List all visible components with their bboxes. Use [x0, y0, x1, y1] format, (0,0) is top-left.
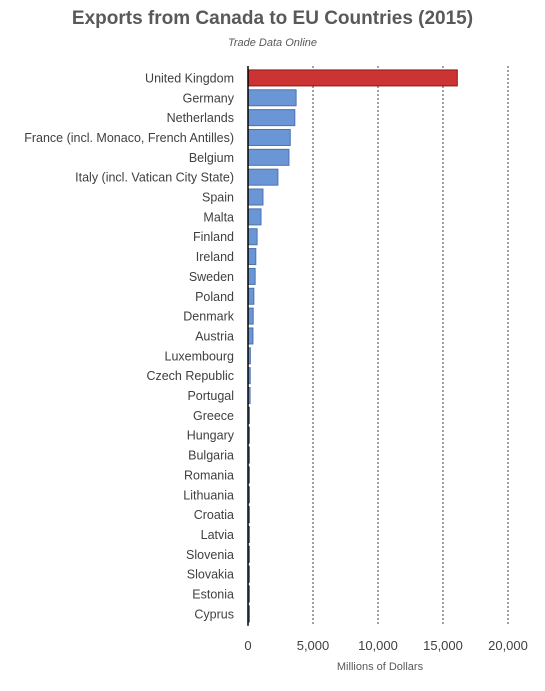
chart-title: Exports from Canada to EU Countries (201… — [71, 8, 474, 29]
bar-12 — [247, 307, 254, 325]
category-label-1: Germany — [183, 91, 235, 105]
category-label-21: Lithuania — [183, 488, 234, 502]
category-label-26: Estonia — [192, 588, 234, 602]
category-label-13: Austria — [195, 329, 234, 343]
bar-7 — [247, 208, 262, 226]
chart-subtitle: Trade Data Online — [227, 37, 318, 49]
category-label-17: Greece — [193, 409, 234, 423]
category-label-20: Romania — [184, 468, 234, 482]
bar-8 — [247, 228, 258, 246]
category-label-12: Denmark — [183, 310, 234, 324]
x-tick-label-4: 20,000 — [488, 638, 528, 653]
x-tick-label-2: 10,000 — [358, 638, 398, 653]
bar-5 — [247, 168, 279, 186]
category-label-10: Sweden — [189, 270, 234, 284]
category-label-23: Latvia — [201, 528, 234, 542]
bar-2 — [247, 109, 296, 127]
category-label-2: Netherlands — [167, 111, 234, 125]
category-label-0: United Kingdom — [145, 71, 234, 85]
bar-0 — [247, 69, 458, 87]
category-label-15: Czech Republic — [146, 369, 234, 383]
bar-11 — [247, 287, 255, 305]
category-label-11: Poland — [195, 290, 234, 304]
category-label-22: Croatia — [194, 508, 234, 522]
category-label-16: Portugal — [187, 389, 234, 403]
x-tick-label-1: 5,000 — [297, 638, 330, 653]
category-label-24: Slovenia — [186, 548, 234, 562]
x-tick-label-0: 0 — [244, 638, 251, 653]
bar-9 — [247, 248, 257, 266]
category-label-19: Bulgaria — [188, 449, 234, 463]
bar-10 — [247, 267, 256, 285]
bar-1 — [247, 89, 297, 107]
category-label-14: Luxembourg — [165, 349, 235, 363]
bar-3 — [247, 128, 291, 146]
x-tick-label-3: 15,000 — [423, 638, 463, 653]
category-label-25: Slovakia — [187, 568, 234, 582]
category-label-9: Ireland — [196, 250, 234, 264]
category-label-3: France (incl. Monaco, French Antilles) — [24, 131, 234, 145]
bar-4 — [247, 148, 290, 166]
category-label-8: Finland — [193, 230, 234, 244]
category-label-7: Malta — [203, 210, 234, 224]
x-axis-label: Millions of Dollars — [337, 661, 424, 673]
bar-6 — [247, 188, 264, 206]
category-label-4: Belgium — [189, 151, 234, 165]
category-label-18: Hungary — [187, 429, 235, 443]
category-label-6: Spain — [202, 191, 234, 205]
category-label-27: Cyprus — [194, 607, 234, 621]
category-label-5: Italy (incl. Vatican City State) — [75, 171, 234, 185]
